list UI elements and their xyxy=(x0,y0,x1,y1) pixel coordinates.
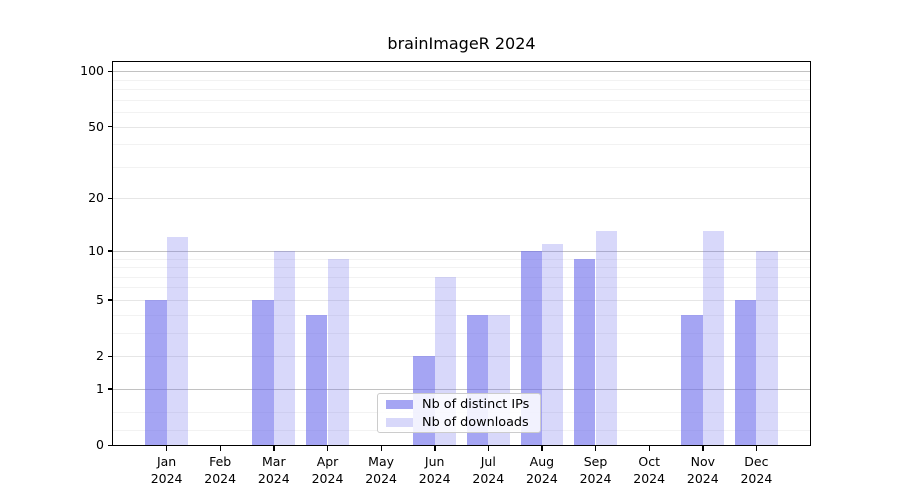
x-tick-mark xyxy=(755,446,758,451)
minor-gridline xyxy=(113,166,810,168)
legend-swatch-distinct-ips xyxy=(386,399,413,409)
legend-label-downloads: Nb of downloads xyxy=(422,414,529,430)
x-tick-label: Jul 2024 xyxy=(472,454,505,486)
x-tick-label: Mar 2024 xyxy=(257,454,290,486)
bar-distinct-ips xyxy=(306,314,328,445)
plot-area xyxy=(112,61,811,446)
major-gridline xyxy=(113,356,810,357)
legend-swatch-downloads xyxy=(386,417,413,427)
x-tick-label: May 2024 xyxy=(365,454,397,486)
y-tick-mark xyxy=(108,250,113,252)
legend-label-distinct-ips: Nb of distinct IPs xyxy=(422,396,530,412)
x-tick-label: Dec 2024 xyxy=(740,454,773,486)
major-gridline xyxy=(113,388,810,390)
minor-gridline xyxy=(113,144,810,146)
bar-distinct-ips xyxy=(252,299,274,445)
minor-gridline xyxy=(113,314,810,316)
bar-downloads xyxy=(541,243,564,445)
bar-distinct-ips xyxy=(734,299,757,445)
bar-downloads xyxy=(166,237,188,445)
x-tick-label: Feb 2024 xyxy=(204,454,237,486)
legend: Nb of distinct IPs Nb of downloads xyxy=(377,393,541,433)
legend-item-distinct-ips: Nb of distinct IPs xyxy=(386,397,534,412)
bar-distinct-ips xyxy=(681,314,703,445)
minor-gridline xyxy=(113,79,810,81)
bar-distinct-ips xyxy=(145,299,167,445)
x-tick-label: Aug 2024 xyxy=(525,454,558,486)
x-tick-mark xyxy=(166,446,168,451)
bar-downloads xyxy=(756,250,778,445)
y-tick-mark xyxy=(108,70,113,72)
minor-gridline xyxy=(113,276,810,278)
y-tick-mark xyxy=(108,444,113,446)
bar-distinct-ips xyxy=(574,258,596,445)
minor-gridline xyxy=(113,267,810,268)
y-tick-label: 0 xyxy=(96,437,104,452)
y-tick-label: 20 xyxy=(88,190,104,206)
major-gridline xyxy=(113,299,810,301)
y-tick-mark xyxy=(108,299,113,301)
x-tick-mark xyxy=(273,446,275,451)
minor-gridline xyxy=(113,332,810,334)
y-tick-label: 2 xyxy=(96,348,104,363)
x-tick-label: Apr 2024 xyxy=(311,454,344,486)
x-tick-label: Sep 2024 xyxy=(579,454,612,486)
y-tick-mark xyxy=(108,388,113,390)
bar-downloads xyxy=(327,258,349,445)
minor-gridline xyxy=(113,287,810,289)
x-tick-label: Oct 2024 xyxy=(633,454,666,486)
y-tick-label: 5 xyxy=(96,291,104,307)
major-gridline xyxy=(113,71,810,73)
major-gridline xyxy=(113,250,810,252)
x-tick-mark xyxy=(219,446,222,451)
x-tick-mark xyxy=(702,446,704,451)
x-tick-mark xyxy=(487,446,490,451)
y-tick-mark xyxy=(108,197,113,200)
x-tick-mark xyxy=(595,446,597,451)
x-tick-mark xyxy=(648,446,651,451)
x-tick-mark xyxy=(327,446,329,451)
x-tick-mark xyxy=(380,446,382,451)
minor-gridline xyxy=(113,99,810,101)
major-gridline xyxy=(113,198,810,200)
y-tick-mark xyxy=(108,126,113,128)
minor-gridline xyxy=(113,258,810,260)
minor-gridline xyxy=(113,111,810,113)
legend-item-downloads: Nb of downloads xyxy=(386,415,534,430)
bar-downloads xyxy=(702,231,725,445)
y-tick-label: 1 xyxy=(96,380,104,396)
major-gridline xyxy=(113,126,810,128)
minor-gridline xyxy=(113,89,810,90)
y-tick-label: 100 xyxy=(80,63,104,79)
chart-title: brainImageR 2024 xyxy=(387,34,536,53)
x-tick-label: Jun 2024 xyxy=(418,454,451,486)
y-tick-label: 10 xyxy=(88,242,104,258)
x-tick-label: Jan 2024 xyxy=(150,454,183,486)
x-tick-mark xyxy=(541,446,543,451)
y-tick-mark xyxy=(108,355,113,357)
bar-downloads xyxy=(273,250,296,445)
x-tick-mark xyxy=(434,446,436,451)
y-tick-label: 50 xyxy=(88,118,104,134)
bar-downloads xyxy=(595,231,617,445)
x-tick-label: Nov 2024 xyxy=(686,454,719,486)
